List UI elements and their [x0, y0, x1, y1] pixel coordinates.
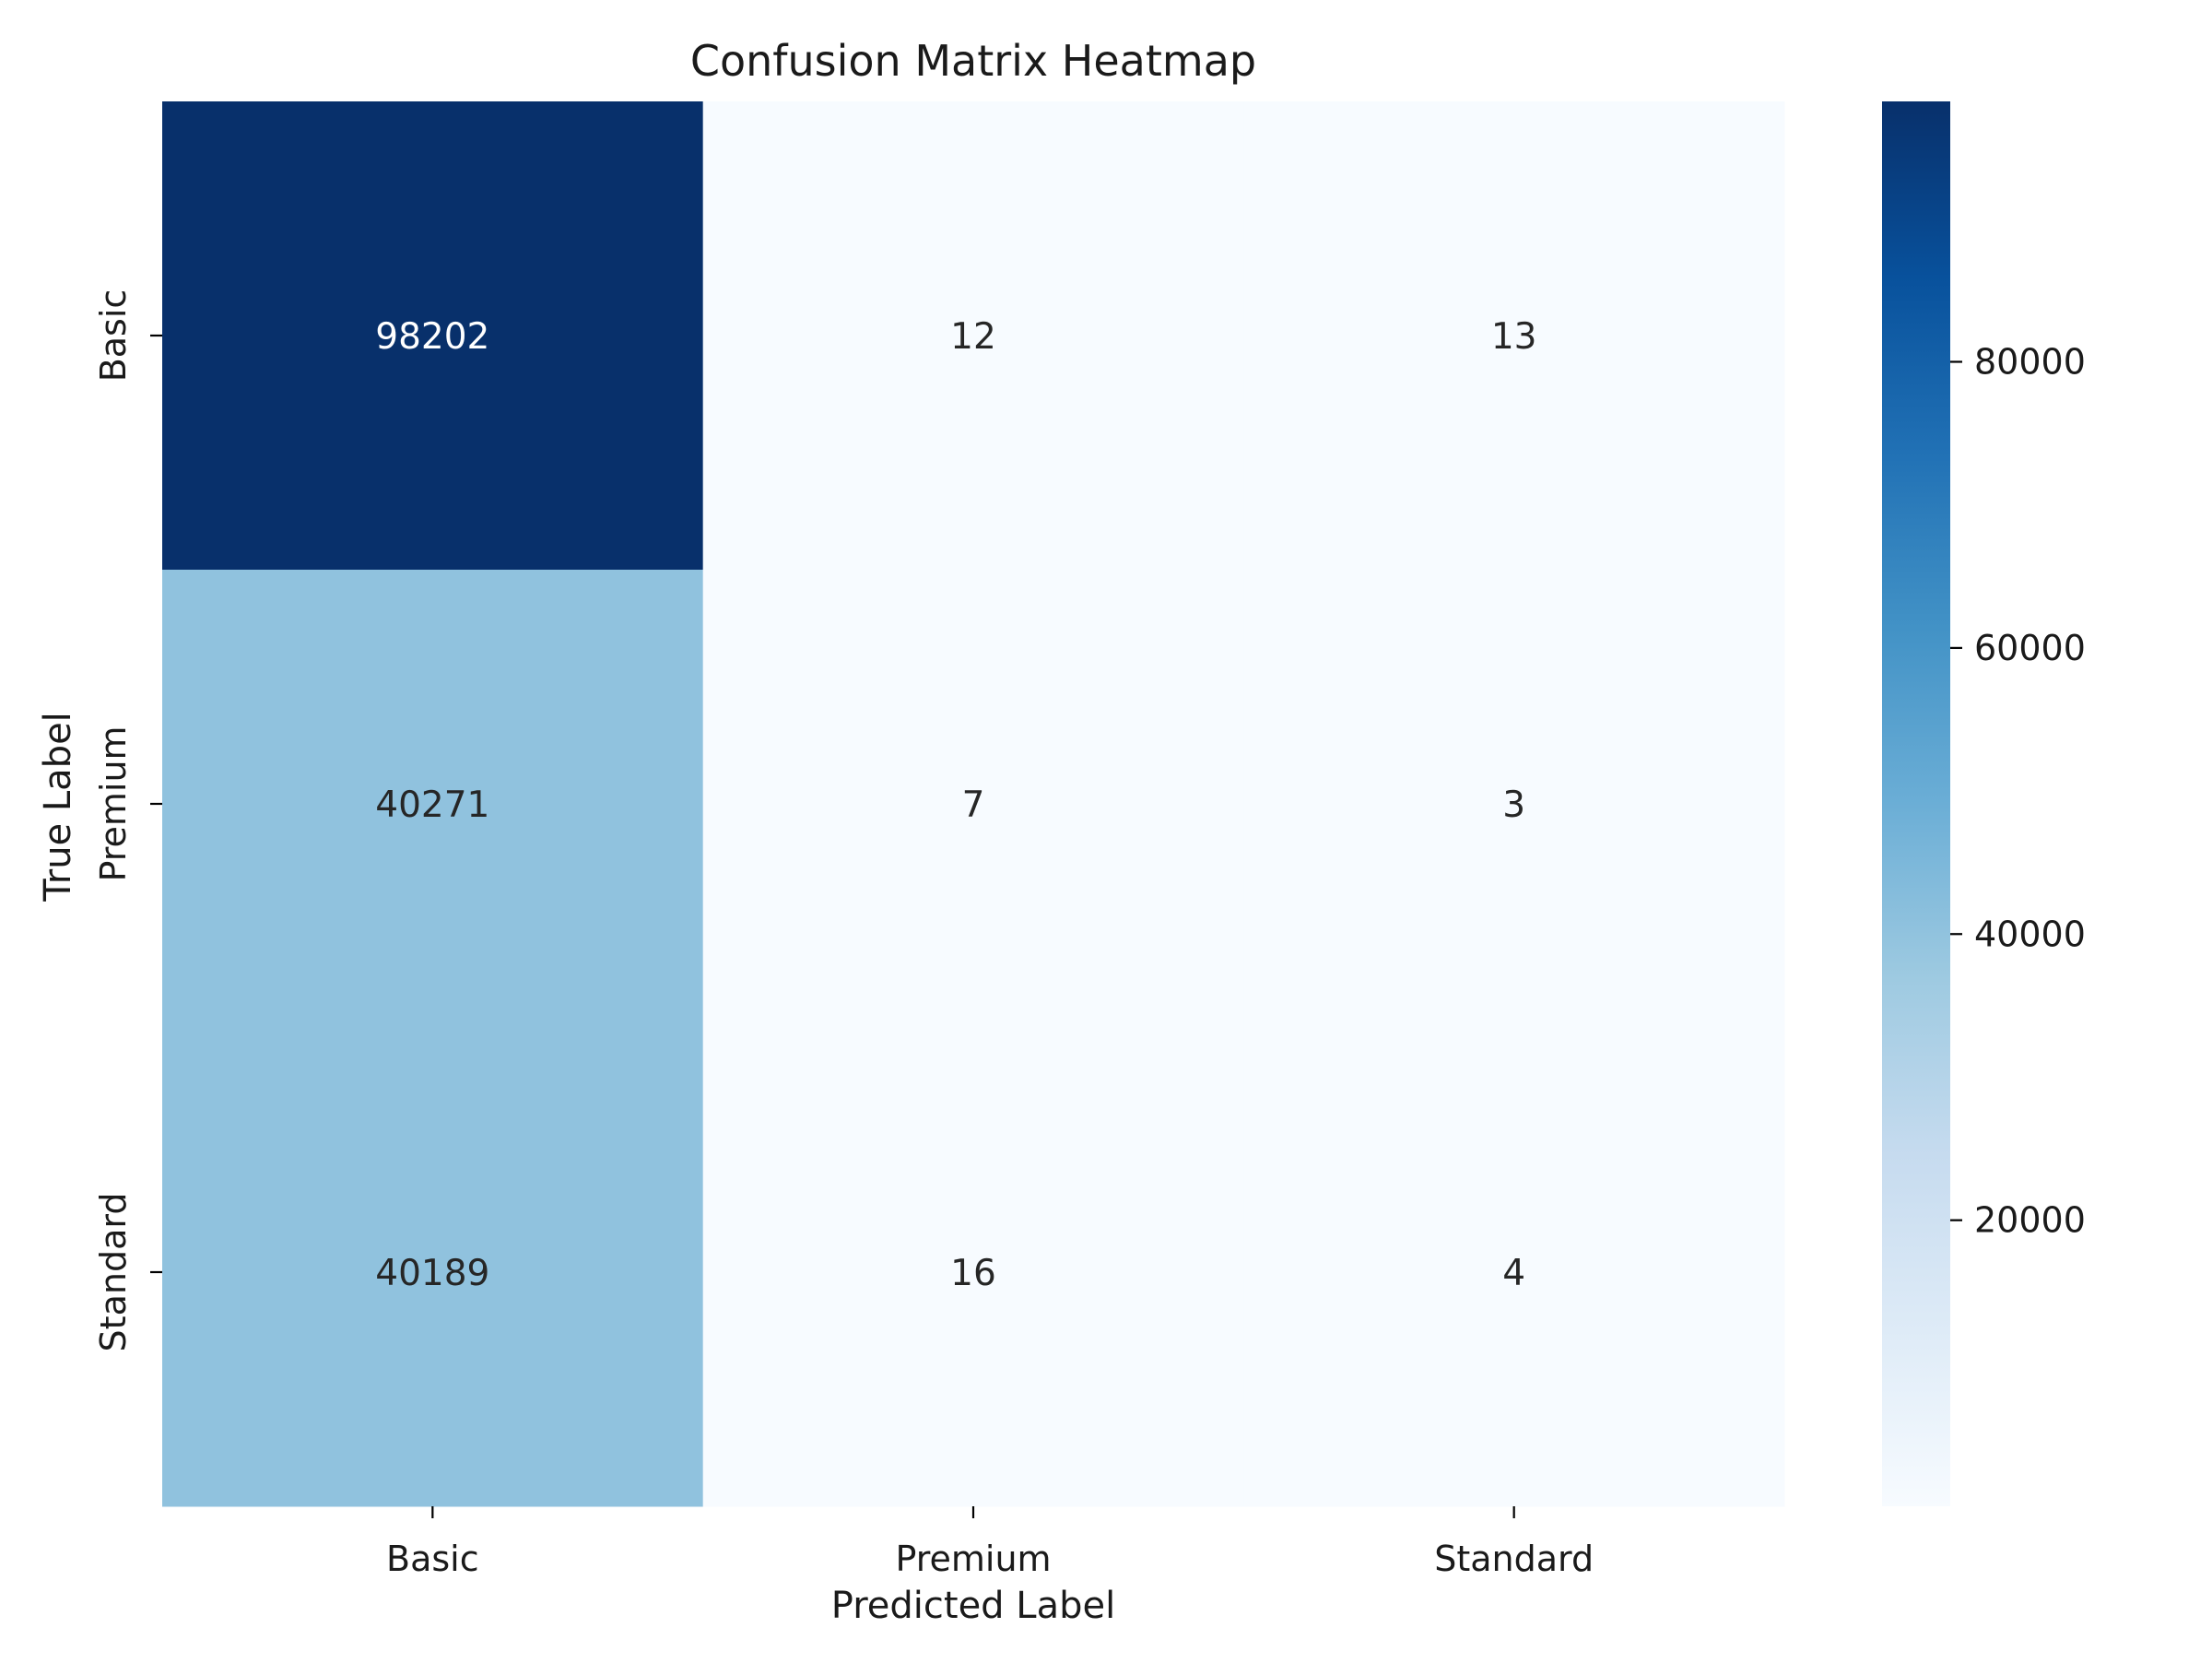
x-axis: Basic Premium Standard [386, 1506, 1594, 1579]
cell-value-label: 4 [1502, 1253, 1525, 1294]
colorbar-tick-label: 80000 [1974, 341, 2086, 382]
cell-value-label: 40271 [375, 784, 489, 826]
x-tick-label: Basic [386, 1539, 479, 1579]
heatmap-cell [1243, 1038, 1785, 1507]
cell-value-label: 12 [950, 316, 996, 358]
cell-value-label: 40189 [375, 1253, 489, 1294]
cell-value-label: 7 [962, 784, 985, 826]
heatmap-cell [162, 1038, 704, 1507]
heatmap-cell [1243, 570, 1785, 1039]
y-tick-label: Basic [93, 289, 134, 383]
colorbar [1882, 101, 1950, 1506]
x-tick-label: Standard [1434, 1539, 1594, 1579]
chart-title: Confusion Matrix Heatmap [690, 36, 1256, 86]
heatmap-cell [702, 101, 1244, 571]
colorbar-tick-label: 20000 [1974, 1200, 2086, 1241]
cell-value-label: 16 [950, 1253, 996, 1294]
y-tick-label: Standard [93, 1193, 134, 1352]
heatmap-cell [162, 101, 704, 571]
colorbar-axis: 20000 40000 60000 80000 [1950, 341, 2086, 1241]
y-axis: Basic Premium Standard [93, 289, 162, 1352]
heatmap-cell [1243, 101, 1785, 571]
cell-value-label: 3 [1502, 784, 1525, 826]
heatmap-cell [162, 570, 704, 1039]
cell-value-label: 98202 [375, 316, 489, 358]
heatmap-cell [702, 570, 1244, 1039]
x-axis-title: Predicted Label [831, 1585, 1115, 1627]
y-tick-label: Premium [93, 725, 134, 881]
heatmap-cell-labels: 98202 12 13 40271 7 3 40189 16 4 [375, 316, 1536, 1294]
colorbar-tick-label: 40000 [1974, 914, 2086, 954]
heatmap-cell [702, 1038, 1244, 1507]
heatmap-cells [162, 101, 1785, 1507]
x-tick-label: Premium [895, 1539, 1051, 1579]
colorbar-tick-label: 60000 [1974, 628, 2086, 668]
y-axis-title: True Label [37, 712, 79, 902]
cell-value-label: 13 [1491, 316, 1537, 358]
